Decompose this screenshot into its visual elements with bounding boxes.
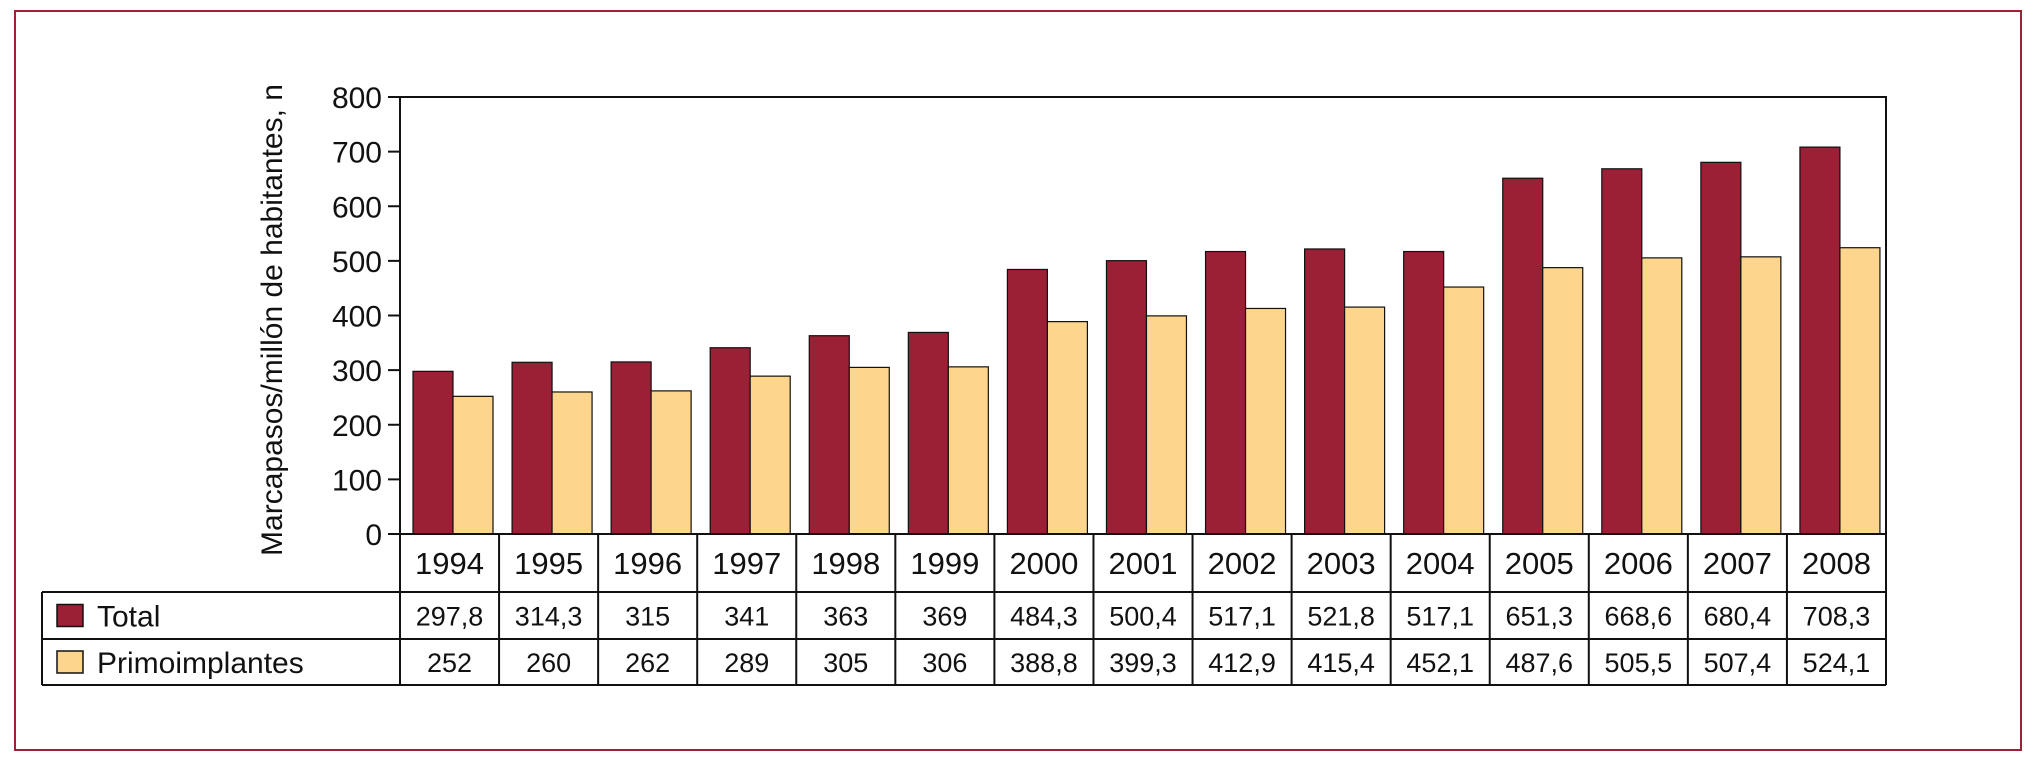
data-label: 262 [625,648,670,678]
figure-frame [14,10,2022,751]
data-label: 708,3 [1803,602,1871,632]
data-label: 680,4 [1704,602,1772,632]
data-label: 651,3 [1505,602,1573,632]
bar-total-1999 [907,331,949,535]
data-label: 507,4 [1704,648,1772,678]
data-label: 500,4 [1109,602,1177,632]
bar-primoimplantes-1998 [848,366,890,535]
data-label: 521,8 [1307,602,1375,632]
data-label: 412,9 [1208,648,1276,678]
data-label: 260 [526,648,571,678]
x-tick-label: 2003 [1307,546,1376,581]
bar-primoimplantes-2007 [1740,256,1782,535]
bar-primoimplantes-2008 [1839,247,1881,535]
bar-primoimplantes-2005 [1542,267,1584,535]
x-tick-label: 2004 [1406,546,1475,581]
y-axis-ticks: 0 100 200 300 400 500 600 700 800 [332,82,400,552]
data-label: 505,5 [1605,648,1673,678]
x-tick-label: 1994 [415,546,484,581]
bar-primoimplantes-1994 [452,395,494,535]
y-tick-label: 400 [332,301,382,334]
bars [412,146,1881,535]
bar-total-1998 [808,335,850,535]
y-tick-label: 300 [332,355,382,388]
data-label: 487,6 [1505,648,1573,678]
bar-primoimplantes-2003 [1343,306,1386,535]
y-tick-label: 0 [365,519,382,552]
data-label: 369 [922,602,967,632]
x-tick-label: 1999 [910,546,979,581]
legend-label: Total [97,601,160,634]
data-table: 1994 1995 1996 1997 1998 1999 2000 2001 2002 2003… [41,534,1887,686]
y-axis-label: Marcapasos/millón de habitantes, n [256,84,289,556]
bar-total-2006 [1601,168,1643,535]
y-tick-label: 700 [332,137,382,170]
data-label: 484,3 [1010,602,1078,632]
plot-area [399,96,1887,535]
data-label: 341 [724,602,769,632]
data-label: 388,8 [1010,648,1078,678]
data-label: 289 [724,648,769,678]
data-label: 252 [427,648,472,678]
y-tick-label: 100 [332,464,382,497]
x-tick-label: 2001 [1109,546,1178,581]
x-tick-label: 1998 [811,546,880,581]
y-tick-label: 500 [332,246,382,279]
y-tick-label: 600 [332,191,382,224]
bar-total-1995 [511,361,553,535]
bar-total-2001 [1105,260,1148,535]
x-tick-label: 1995 [514,546,583,581]
data-label: 306 [922,648,967,678]
bar-primoimplantes-1997 [749,375,791,535]
bar-total-2008 [1799,146,1841,535]
data-label: 305 [823,648,868,678]
data-label: 517,1 [1208,602,1276,632]
x-tick-label: 2000 [1009,546,1078,581]
y-tick-label: 800 [332,82,382,115]
bar-primoimplantes-1996 [650,390,692,535]
bar-primoimplantes-1995 [551,391,593,535]
y-tick-label: 200 [332,410,382,443]
data-label: 517,1 [1406,602,1474,632]
bar-total-2004 [1403,250,1445,535]
data-label: 524,1 [1803,648,1871,678]
data-label: 363 [823,602,868,632]
bar-total-1997 [709,347,751,535]
bar-total-2007 [1700,161,1742,535]
bar-total-2000 [1006,268,1049,535]
x-tick-label: 1997 [712,546,781,581]
data-label: 452,1 [1406,648,1474,678]
legend-swatch [56,650,84,674]
x-tick-label: 2002 [1208,546,1277,581]
bar-primoimplantes-2006 [1641,257,1683,535]
x-tick-label: 2006 [1604,546,1673,581]
bar-primoimplantes-2002 [1244,307,1287,535]
bar-total-2002 [1204,250,1247,535]
data-label: 668,6 [1605,602,1673,632]
data-label: 297,8 [416,602,484,632]
bar-primoimplantes-2001 [1145,315,1188,535]
x-tick-label: 2008 [1802,546,1871,581]
bar-primoimplantes-2004 [1443,286,1485,535]
data-label: 415,4 [1307,648,1375,678]
bar-primoimplantes-1999 [947,366,989,535]
x-tick-label: 2007 [1703,546,1772,581]
x-tick-label: 1996 [613,546,682,581]
data-label: 315 [625,602,670,632]
data-label: 314,3 [515,602,583,632]
x-tick-label: 2005 [1505,546,1574,581]
bar-primoimplantes-2000 [1046,321,1089,535]
legend-swatch [56,603,84,628]
legend-label: Primoimplantes [97,647,304,680]
bar-total-2003 [1303,248,1346,535]
bar-total-1994 [412,370,454,535]
data-label: 399,3 [1109,648,1177,678]
bar-total-1996 [610,361,652,535]
bar-total-2005 [1502,177,1544,535]
